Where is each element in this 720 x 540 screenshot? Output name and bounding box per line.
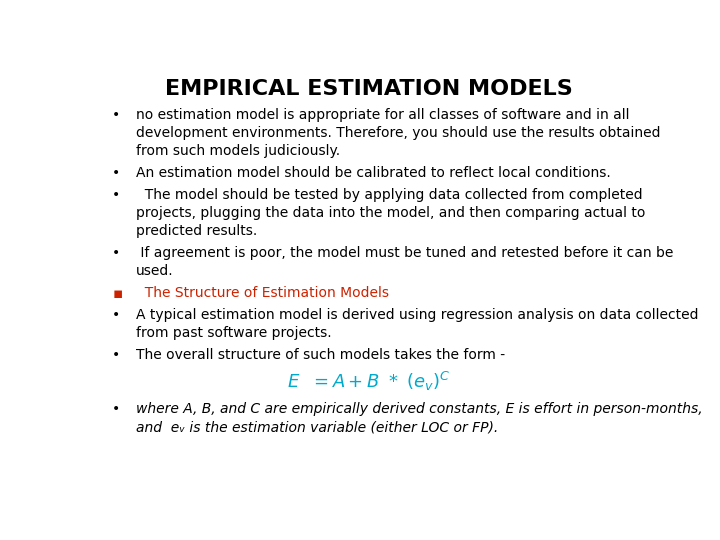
Text: A typical estimation model is derived using regression analysis on data collecte: A typical estimation model is derived us… [136,308,698,322]
Text: $\mathit{E\ \ =A + B\ *\ (e_{\mathit{v}})^{C}}$: $\mathit{E\ \ =A + B\ *\ (e_{\mathit{v}}… [287,370,451,393]
Text: •: • [112,348,120,362]
Text: The Structure of Estimation Models: The Structure of Estimation Models [136,286,389,300]
Text: •: • [112,188,120,202]
Text: no estimation model is appropriate for all classes of software and in all: no estimation model is appropriate for a… [136,109,629,123]
Text: •: • [112,402,120,416]
Text: EMPIRICAL ESTIMATION MODELS: EMPIRICAL ESTIMATION MODELS [165,79,573,99]
Text: used.: used. [136,264,174,278]
Text: development environments. Therefore, you should use the results obtained: development environments. Therefore, you… [136,126,660,140]
Text: •: • [112,246,120,260]
Text: and  eᵥ is the estimation variable (either LOC or FP).: and eᵥ is the estimation variable (eithe… [136,420,498,434]
Text: where A, B, and C are empirically derived constants, E is effort in person-month: where A, B, and C are empirically derive… [136,402,703,416]
Text: •: • [112,166,120,180]
Text: from past software projects.: from past software projects. [136,326,331,340]
Text: projects, plugging the data into the model, and then comparing actual to: projects, plugging the data into the mod… [136,206,645,220]
Text: ▪: ▪ [112,286,122,301]
Text: The model should be tested by applying data collected from completed: The model should be tested by applying d… [136,188,642,202]
Text: •: • [112,308,120,322]
Text: predicted results.: predicted results. [136,224,257,238]
Text: •: • [112,109,120,123]
Text: from such models judiciously.: from such models judiciously. [136,144,340,158]
Text: If agreement is poor, the model must be tuned and retested before it can be: If agreement is poor, the model must be … [136,246,673,260]
Text: An estimation model should be calibrated to reflect local conditions.: An estimation model should be calibrated… [136,166,611,180]
Text: The overall structure of such models takes the form -: The overall structure of such models tak… [136,348,505,362]
